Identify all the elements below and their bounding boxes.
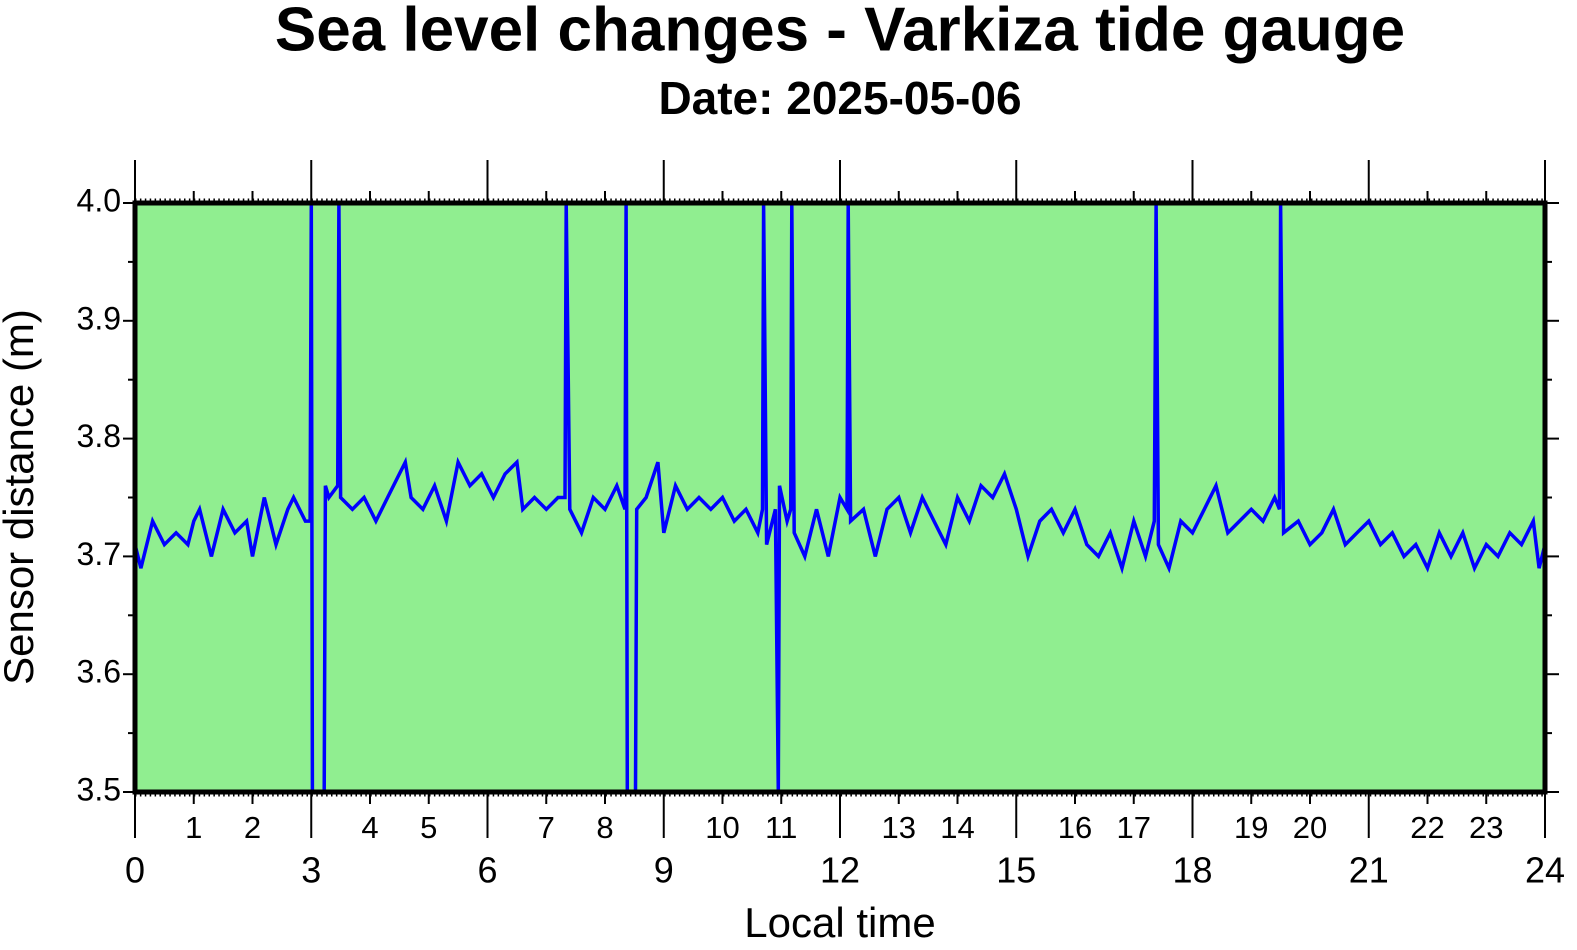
x-minor-tick-label: 8 xyxy=(596,810,613,845)
x-minor-tick-label: 16 xyxy=(1058,810,1092,845)
x-minor-tick-label: 1 xyxy=(185,810,202,845)
x-minor-tick-label: 2 xyxy=(244,810,261,845)
y-tick-label: 3.7 xyxy=(77,536,121,572)
y-tick-label: 3.8 xyxy=(77,418,121,454)
x-minor-tick-label: 13 xyxy=(882,810,916,845)
x-tick-label: 18 xyxy=(1172,850,1212,891)
x-minor-tick-label: 23 xyxy=(1469,810,1503,845)
x-tick-label: 12 xyxy=(820,850,860,891)
x-minor-tick-label: 5 xyxy=(420,810,437,845)
x-minor-tick-label: 4 xyxy=(361,810,378,845)
x-tick-label: 6 xyxy=(477,850,497,891)
x-minor-tick-label: 11 xyxy=(765,810,797,845)
x-minor-tick-label: 14 xyxy=(940,810,974,845)
x-tick-label: 24 xyxy=(1525,850,1565,891)
chart-title: Sea level changes - Varkiza tide gauge xyxy=(275,0,1405,64)
x-tick-label: 0 xyxy=(125,850,145,891)
x-tick-label: 21 xyxy=(1349,850,1389,891)
y-tick-label: 3.6 xyxy=(77,654,121,690)
x-minor-tick-label: 22 xyxy=(1410,810,1444,845)
y-tick-label: 3.9 xyxy=(77,300,121,336)
x-tick-label: 15 xyxy=(996,850,1036,891)
y-tick-label: 4.0 xyxy=(77,182,121,218)
y-axis-label: Sensor distance (m) xyxy=(0,309,42,685)
x-minor-tick-label: 17 xyxy=(1117,810,1151,845)
x-minor-tick-label: 20 xyxy=(1293,810,1327,845)
plot-frame xyxy=(132,200,1548,795)
x-tick-label: 3 xyxy=(301,850,321,891)
x-minor-tick-label: 7 xyxy=(538,810,555,845)
x-axis-label: Local time xyxy=(744,899,935,946)
chart-subtitle: Date: 2025-05-06 xyxy=(658,72,1021,124)
x-minor-tick-label: 19 xyxy=(1234,810,1268,845)
x-tick-label: 9 xyxy=(654,850,674,891)
y-tick-label: 3.5 xyxy=(77,771,121,807)
x-minor-tick-label: 10 xyxy=(705,810,739,845)
